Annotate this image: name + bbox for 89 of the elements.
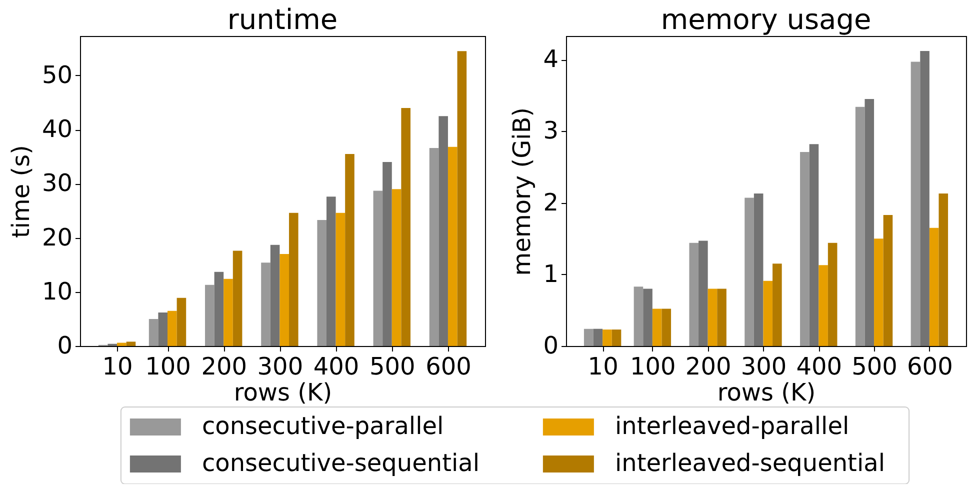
y-tick-label: 0 xyxy=(57,332,72,360)
x-tick-label: 500 xyxy=(852,352,898,380)
bar xyxy=(176,298,186,346)
y-tick-label: 4 xyxy=(543,45,558,74)
bar xyxy=(763,280,773,346)
x-tick-label: 100 xyxy=(145,352,191,380)
bar xyxy=(168,310,177,346)
bar xyxy=(382,162,392,346)
bar xyxy=(744,198,754,346)
y-tick-label: 40 xyxy=(42,115,72,144)
bar xyxy=(336,212,346,346)
bar xyxy=(910,62,920,346)
bar xyxy=(317,220,326,346)
bar xyxy=(855,106,865,346)
bar xyxy=(593,328,603,346)
bar xyxy=(652,308,662,346)
x-tick-label: 400 xyxy=(313,352,360,380)
y-tick-label: 2 xyxy=(543,188,558,216)
bar xyxy=(158,312,168,346)
bar xyxy=(920,51,930,346)
x-tick-label: 10 xyxy=(102,352,133,380)
bar xyxy=(148,318,158,346)
bar xyxy=(457,51,467,346)
x-tick-label: 400 xyxy=(796,352,842,380)
bar xyxy=(232,250,242,346)
bar xyxy=(708,288,718,346)
bar xyxy=(373,190,383,346)
bar xyxy=(698,240,708,346)
bar xyxy=(429,148,439,346)
legend-label: interleaved-sequential xyxy=(614,449,886,477)
x-tick-label: 200 xyxy=(685,352,732,380)
legend-label: interleaved-parallel xyxy=(614,412,850,440)
bar xyxy=(224,278,233,346)
bar xyxy=(345,154,354,346)
chart-title: runtime xyxy=(227,3,338,36)
y-tick-label: 50 xyxy=(42,60,72,89)
y-tick-label: 1 xyxy=(543,260,558,288)
x-tick-label: 500 xyxy=(369,352,416,380)
x-tick-label: 10 xyxy=(588,352,618,380)
bar xyxy=(818,265,828,346)
y-tick-label: 20 xyxy=(42,223,72,252)
y-axis-title: time (s) xyxy=(6,144,35,238)
bar xyxy=(634,286,644,346)
bar xyxy=(261,262,270,346)
legend-label: consecutive-sequential xyxy=(202,449,480,477)
bar xyxy=(754,194,764,346)
bar xyxy=(401,108,410,346)
bar xyxy=(270,244,280,346)
bar xyxy=(126,342,136,346)
bar xyxy=(874,238,884,346)
bar xyxy=(864,99,874,346)
bar xyxy=(205,284,214,346)
y-tick-label: 10 xyxy=(42,277,72,306)
bar xyxy=(938,194,948,346)
y-tick-label: 0 xyxy=(543,332,558,360)
bar xyxy=(438,116,448,346)
bar xyxy=(214,272,224,346)
bar xyxy=(288,212,298,346)
bar xyxy=(392,189,402,346)
bar xyxy=(809,144,819,346)
bar xyxy=(929,228,939,346)
bar xyxy=(612,330,622,346)
y-axis-title: memory (GiB) xyxy=(508,107,536,276)
x-tick-label: 600 xyxy=(426,352,472,380)
legend-label: consecutive-parallel xyxy=(202,412,444,440)
bar xyxy=(280,254,289,346)
y-tick-label: 3 xyxy=(543,116,558,145)
bar xyxy=(602,330,612,346)
x-tick-label: 300 xyxy=(740,352,787,380)
bar xyxy=(772,264,782,346)
bar xyxy=(800,152,810,346)
x-tick-label: 300 xyxy=(257,352,304,380)
x-axis-title: rows (K) xyxy=(234,378,332,406)
bar xyxy=(883,214,893,346)
x-tick-label: 100 xyxy=(630,352,676,380)
bar xyxy=(326,196,336,346)
x-tick-label: 600 xyxy=(907,352,953,380)
bar xyxy=(689,242,699,346)
y-tick-label: 30 xyxy=(42,169,72,198)
bar xyxy=(448,146,458,346)
bar xyxy=(828,242,838,346)
bar xyxy=(584,328,594,346)
bar xyxy=(662,308,672,346)
x-tick-label: 200 xyxy=(201,352,248,380)
bar xyxy=(117,342,126,346)
x-axis-title: rows (K) xyxy=(717,378,816,406)
bar xyxy=(717,288,726,346)
chart-title: memory usage xyxy=(660,3,872,36)
bar xyxy=(643,288,652,346)
